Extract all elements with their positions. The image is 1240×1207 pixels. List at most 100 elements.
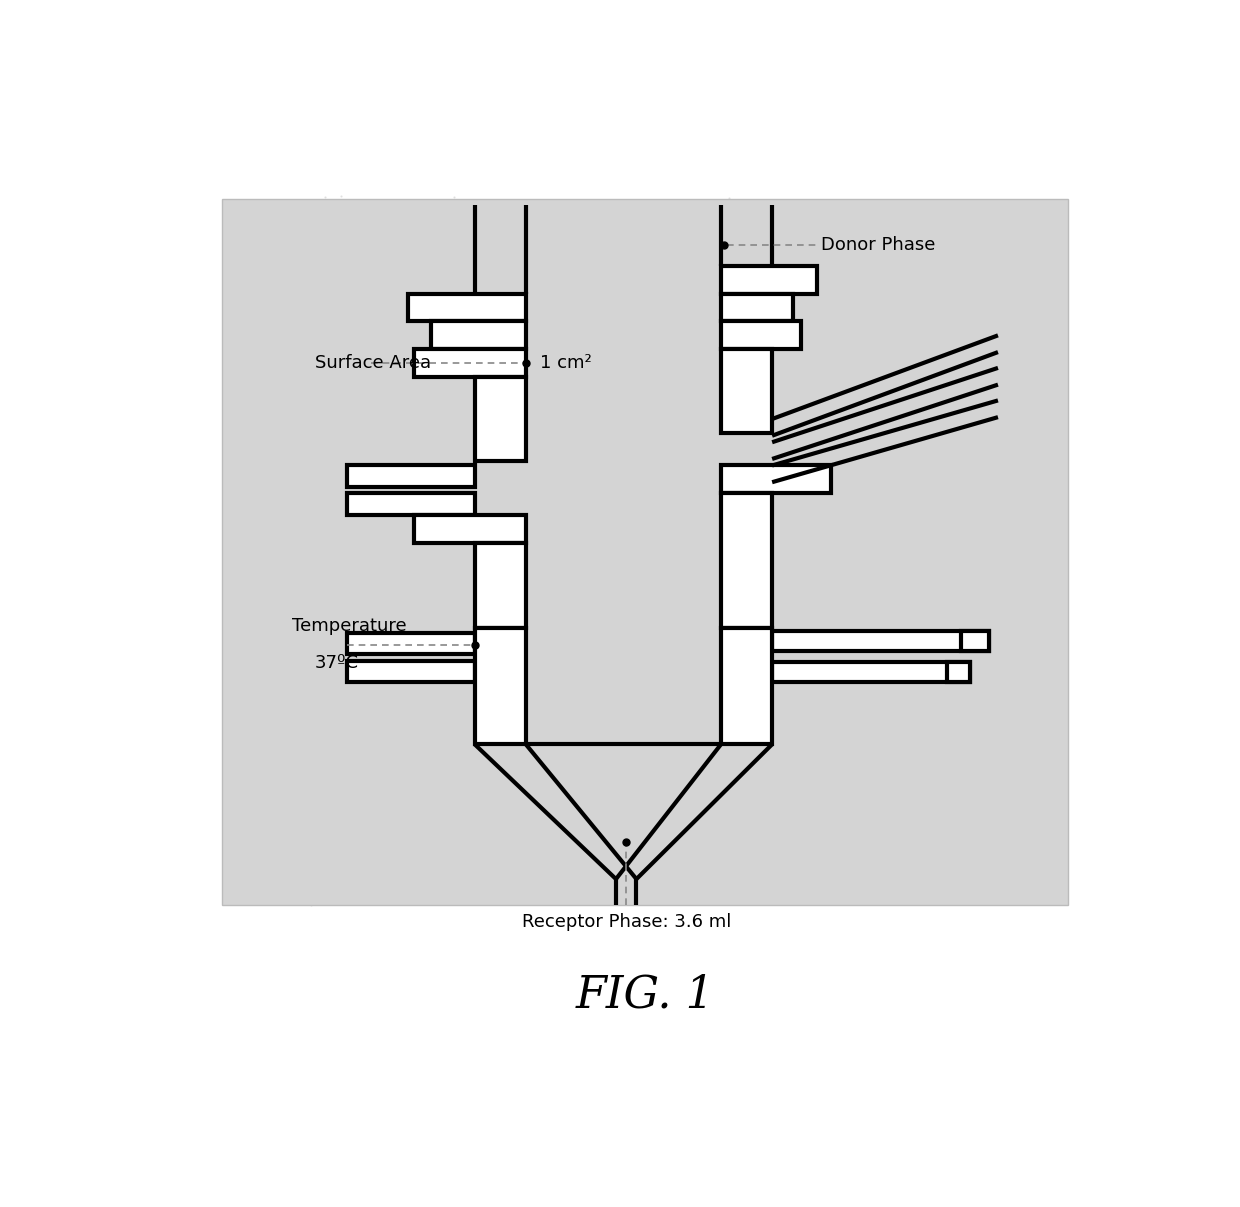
Point (756, 256, 776, 275)
Point (1029, 828, 1049, 847)
Point (591, 492, 611, 512)
Point (526, 203, 546, 222)
Point (802, 515, 822, 535)
Point (682, 861, 702, 880)
Point (403, 682, 423, 701)
Point (820, 618, 839, 637)
Point (770, 752, 790, 771)
Point (908, 197, 928, 216)
Point (326, 189, 346, 209)
Point (908, 805, 928, 824)
Point (1025, 696, 1045, 716)
Point (624, 830, 644, 850)
Point (247, 427, 267, 447)
Point (237, 702, 257, 722)
Bar (347, 632, 475, 654)
Point (366, 811, 386, 830)
Point (1045, 269, 1065, 288)
Point (1049, 851, 1069, 870)
Point (1003, 758, 1023, 777)
Point (539, 392, 559, 412)
Point (379, 368, 399, 387)
Point (459, 735, 479, 754)
Point (956, 238, 976, 257)
Point (218, 591, 238, 611)
Point (587, 199, 606, 218)
Point (748, 432, 768, 451)
Point (558, 874, 578, 893)
Point (609, 328, 629, 348)
Point (888, 314, 908, 333)
Point (374, 260, 394, 279)
Point (565, 867, 585, 886)
Point (526, 354, 546, 373)
Point (639, 535, 658, 554)
Point (255, 338, 275, 357)
Point (367, 879, 387, 898)
Point (461, 777, 481, 797)
Point (301, 474, 321, 494)
Point (893, 562, 913, 582)
Point (305, 713, 325, 733)
Point (410, 770, 430, 789)
Point (915, 712, 935, 731)
Point (916, 577, 936, 596)
Point (560, 327, 580, 346)
Point (733, 824, 753, 844)
Point (911, 680, 931, 699)
Point (987, 462, 1007, 482)
Point (665, 437, 684, 456)
Point (246, 212, 265, 232)
Point (233, 558, 253, 577)
Point (312, 608, 332, 628)
Point (934, 728, 954, 747)
Bar (720, 349, 773, 433)
Text: Receptor Phase: 3.6 ml: Receptor Phase: 3.6 ml (522, 912, 730, 931)
Point (290, 275, 310, 295)
Point (217, 892, 237, 911)
Point (539, 870, 559, 890)
Point (587, 619, 606, 639)
Point (842, 273, 862, 292)
Point (438, 664, 458, 683)
Point (682, 409, 702, 428)
Point (712, 771, 732, 791)
Point (221, 750, 241, 769)
Point (342, 480, 362, 500)
Point (997, 704, 1017, 723)
Point (703, 535, 723, 554)
Point (729, 278, 749, 297)
Point (626, 585, 646, 605)
Point (472, 436, 492, 455)
Point (883, 642, 903, 661)
Point (609, 348, 629, 367)
Point (322, 228, 342, 247)
Point (627, 422, 647, 442)
Point (259, 616, 279, 635)
Point (614, 810, 634, 829)
Point (253, 846, 273, 865)
Point (972, 546, 992, 565)
Point (642, 652, 662, 671)
Point (812, 694, 832, 713)
Point (316, 334, 336, 354)
Point (982, 291, 1002, 310)
Point (608, 568, 627, 588)
Point (709, 610, 729, 629)
Point (769, 486, 789, 506)
Point (310, 393, 330, 413)
Point (714, 856, 734, 875)
Point (1027, 320, 1047, 339)
Point (651, 240, 671, 260)
Point (393, 716, 413, 735)
Bar (414, 349, 526, 377)
Point (780, 202, 800, 221)
Point (273, 307, 293, 326)
Point (498, 232, 518, 251)
Point (404, 260, 424, 279)
Point (330, 655, 350, 675)
Point (764, 264, 784, 284)
Point (329, 285, 348, 304)
Point (812, 465, 832, 484)
Point (591, 313, 611, 332)
